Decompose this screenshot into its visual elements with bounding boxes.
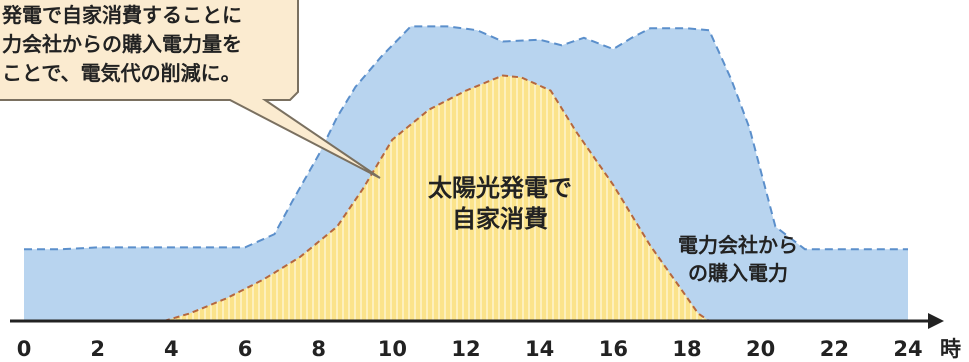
callout-line-2: 力会社からの購入電力量を	[2, 32, 242, 56]
x-tick-label: 2	[90, 337, 105, 361]
grid-power-border	[24, 25, 908, 251]
callout-line-1: 発電で自家消費することに	[1, 3, 242, 27]
x-tick-label: 14	[525, 337, 554, 361]
x-tick-label: 20	[746, 337, 775, 361]
callout-line-3: ことで、電気代の削減に。	[2, 61, 241, 85]
x-tick-label: 16	[599, 337, 628, 361]
x-tick-label: 22	[820, 337, 849, 361]
callout-box	[0, 0, 381, 179]
x-axis-arrowhead	[928, 313, 944, 329]
solar-self-consumption-area	[164, 75, 710, 321]
solar-self-consumption-border	[163, 74, 710, 322]
x-tick-label: 6	[238, 337, 253, 361]
x-tick-label: 18	[672, 337, 701, 361]
grid-label-line-1: 電力会社から	[678, 233, 798, 257]
x-tick-label: 10	[378, 337, 407, 361]
x-tick-label: 8	[311, 337, 326, 361]
solar-label-line-2: 自家消費	[452, 205, 548, 233]
callout: 発電で自家消費することに 力会社からの購入電力量を ことで、電気代の削減に。	[0, 0, 381, 179]
grid-label-line-2: の購入電力	[688, 261, 788, 285]
x-tick-label: 0	[17, 337, 32, 361]
x-tick-label: 4	[164, 337, 179, 361]
solar-label-line-1: 太陽光発電で	[428, 174, 572, 202]
x-tick-label: 12	[451, 337, 480, 361]
x-axis-unit: 時	[940, 337, 961, 361]
x-tick-label: 24	[893, 337, 922, 361]
